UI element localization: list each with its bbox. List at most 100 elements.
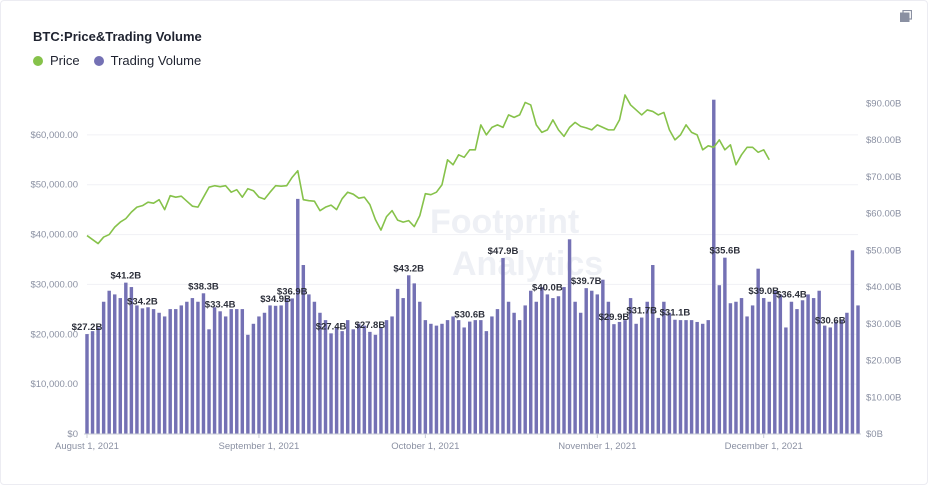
y-right-tick-label: $60.00B — [866, 209, 901, 220]
volume-bar — [157, 312, 161, 434]
volume-bar — [362, 325, 367, 434]
volume-bar — [196, 301, 200, 434]
volume-bar — [834, 321, 838, 434]
volume-bar — [251, 323, 256, 434]
volume-bar — [390, 316, 394, 434]
volume-bar — [246, 334, 250, 434]
y-left-tick-label: $50,000.00 — [30, 180, 78, 191]
volume-bar — [628, 298, 633, 434]
volume-bar — [545, 294, 550, 434]
volume-bar — [490, 316, 494, 434]
data-label: $47.9B — [488, 246, 519, 257]
volume-bar — [135, 305, 139, 434]
x-tick-label: November 1, 2021 — [558, 441, 636, 452]
volume-bar — [662, 301, 666, 434]
y-right-tick-label: $40.00B — [866, 282, 901, 293]
volume-bar — [440, 323, 444, 434]
data-label: $38.3B — [188, 281, 219, 292]
volume-bar — [212, 307, 217, 434]
volume-bar — [623, 320, 627, 434]
volume-bar — [578, 312, 583, 434]
volume-bar — [789, 301, 794, 434]
volume-bar — [118, 298, 123, 434]
volume-bar — [850, 250, 855, 434]
volume-bar — [773, 290, 777, 434]
volume-bar — [312, 301, 317, 434]
volume-bar — [162, 316, 167, 434]
volume-bar — [423, 320, 428, 434]
volume-bar — [90, 331, 95, 434]
volume-bar — [551, 298, 555, 434]
data-label: $33.4B — [205, 299, 236, 310]
x-tick-label: October 1, 2021 — [391, 441, 459, 452]
volume-bar — [340, 331, 344, 434]
volume-bar — [634, 323, 638, 434]
volume-bar — [479, 320, 483, 434]
volume-bar — [201, 293, 206, 434]
y-left-tick-label: $40,000.00 — [30, 230, 78, 241]
volume-bar — [235, 309, 239, 434]
volume-bar — [756, 268, 760, 434]
y-right-tick-label: $70.00B — [866, 172, 901, 183]
volume-bar — [606, 301, 611, 434]
data-label: $27.4B — [316, 321, 347, 332]
volume-bar — [584, 288, 588, 434]
chart-title: BTC:Price&Trading Volume — [33, 29, 202, 44]
volume-bar — [368, 331, 372, 434]
volume-bar — [612, 324, 616, 434]
volume-bar — [712, 99, 716, 435]
legend-item-price[interactable]: Price — [33, 53, 80, 68]
legend-item-volume[interactable]: Trading Volume — [93, 53, 201, 68]
y-left-tick-label: $10,000.00 — [30, 379, 78, 390]
volume-bar — [124, 282, 128, 434]
volume-bar — [556, 296, 561, 434]
volume-bar — [811, 298, 816, 434]
y-right-tick-label: $50.00B — [866, 245, 901, 256]
data-label: $36.4B — [776, 290, 807, 301]
volume-bar — [590, 290, 594, 434]
x-tick-label: December 1, 2021 — [725, 441, 803, 452]
data-label: $36.9B — [277, 286, 308, 297]
volume-bar — [229, 309, 233, 434]
volume-bar — [795, 309, 799, 434]
volume-bar — [617, 321, 622, 434]
data-label: $39.0B — [748, 286, 779, 297]
volume-bar — [373, 334, 378, 434]
expand-icon[interactable] — [900, 10, 912, 22]
volume-bar — [223, 316, 228, 434]
y-right-tick-label: $10.00B — [866, 392, 901, 403]
volume-bar — [667, 312, 672, 434]
volume-bar — [689, 320, 694, 434]
volume-bar — [456, 320, 461, 434]
volume-bar — [323, 320, 328, 434]
volume-bar — [384, 320, 389, 434]
volume-bar — [168, 309, 172, 434]
volume-bar — [257, 316, 261, 434]
volume-bar — [700, 323, 705, 434]
watermark-text: Footprint — [430, 203, 579, 241]
data-label: $27.2B — [72, 322, 103, 333]
volume-bar — [651, 265, 655, 434]
data-label: $27.8B — [355, 320, 386, 331]
volume-bar — [595, 294, 600, 434]
volume-bar — [418, 301, 422, 434]
volume-bar — [817, 290, 821, 434]
volume-bar — [839, 320, 844, 434]
data-label: $34.9B — [260, 294, 291, 305]
data-label: $31.1B — [660, 308, 691, 319]
volume-bar — [601, 279, 605, 434]
data-label: $40.0B — [532, 282, 563, 293]
volume-bar — [107, 290, 111, 434]
volume-bar — [800, 300, 805, 434]
volume-bar — [739, 298, 744, 434]
volume-bar — [434, 325, 439, 434]
volume-bar — [179, 305, 184, 434]
volume-bar — [806, 294, 810, 434]
y-left-tick-label: $30,000.00 — [30, 279, 78, 290]
volume-bar — [734, 301, 738, 434]
volume-bar — [567, 239, 572, 434]
y-right-tick-label: $0B — [866, 429, 883, 440]
volume-bar — [728, 303, 733, 434]
data-label: $31.7B — [626, 306, 657, 317]
volume-bar — [284, 298, 289, 434]
